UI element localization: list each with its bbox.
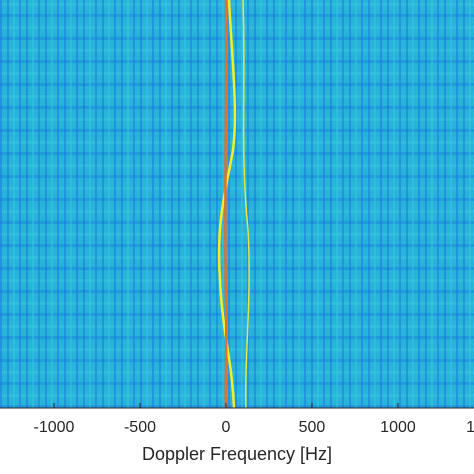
trace — [224, 0, 228, 409]
x-tick-label: 0 — [222, 419, 231, 436]
trace — [242, 0, 250, 409]
x-tick-label: 1500 — [466, 419, 474, 436]
x-tick-label: -500 — [124, 419, 156, 436]
x-tick-label: 500 — [299, 419, 326, 436]
x-tick-label: -1000 — [34, 419, 75, 436]
x-axis-label: Doppler Frequency [Hz] — [142, 444, 332, 464]
x-tick-label: 1000 — [380, 419, 416, 436]
spectrogram-background — [0, 0, 474, 408]
